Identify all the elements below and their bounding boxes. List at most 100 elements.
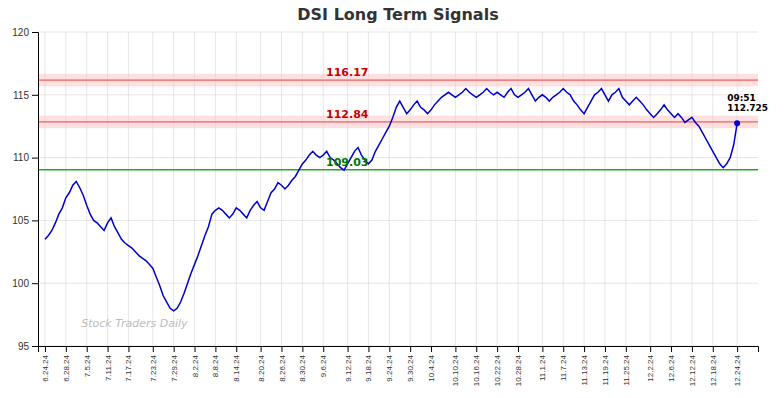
tick-mark [323,346,324,352]
tick: 9.6.24 [319,346,328,377]
end-point [734,120,740,126]
tick-label: 7.17.24 [124,354,133,381]
tick-mark [45,346,46,352]
tick: 7.5.24 [83,346,92,377]
tick-mark [32,346,38,347]
tick-mark [671,346,672,352]
level-label: 116.17 [326,66,368,79]
tick: 7.11.24 [104,346,113,381]
tick: 7.23.24 [149,346,158,382]
axis-line [32,33,39,347]
series-line [45,89,737,311]
tick-label: 10.28.24 [514,354,523,386]
tick-label: 110 [13,152,29,163]
tick-mark [692,346,693,352]
tick-label: 12.6.24 [667,354,676,381]
tick-mark [32,283,38,284]
tick: 100 [12,278,38,289]
tick-label: 11.7.24 [559,354,568,381]
tick: 10.22.24 [493,346,502,386]
tick-label: 7.29.24 [170,354,179,381]
tick-mark [108,346,109,352]
tick-label: 11.1.24 [538,354,547,381]
tick-label: 9.12.24 [344,354,353,381]
tick: 7.17.24 [124,346,133,382]
tick: 9.12.24 [344,346,353,382]
level-line [38,121,758,122]
level-label: 112.84 [326,108,369,121]
tick-mark [128,346,129,352]
tick: 8.14.24 [232,346,241,382]
tick: 95 [18,341,38,352]
title: DSI Long Term Signals [297,5,498,24]
tick-mark [195,346,196,352]
tick-mark [174,346,175,352]
tick-mark [32,220,38,221]
tick-label: 10.4.24 [427,354,436,381]
tick-label: 12.18.24 [709,354,718,386]
tick-label: 10.16.24 [472,354,481,386]
tick-mark [32,32,38,33]
labels: 116.17112.84109.0309:51112.725Stock Trad… [81,66,768,330]
tick-mark [584,346,585,352]
tick-mark [563,346,564,352]
tick: 10.10.24 [451,346,460,386]
tick: 9.24.24 [385,346,394,382]
tick: 115 [13,90,38,101]
level-line [38,169,758,171]
annotation: 09:51112.725 [727,93,768,113]
tick: 6.28.24 [62,346,71,382]
tick: 8.30.24 [298,346,307,382]
tick: 8.20.24 [257,346,266,382]
tick: 8.8.24 [211,346,220,377]
tick-mark [410,346,411,352]
tick: 10.4.24 [427,346,436,382]
level-label: 109.03 [326,156,368,169]
tick: 12.6.24 [667,346,676,382]
tick-label: 9.6.24 [319,354,328,377]
tick: 9.18.24 [364,346,373,382]
x-axis: 6.24.24 6.28.24 7.5.24 7.11.24 7.17.24 7.23.2… [39,346,759,386]
tick-label: 12.24.24 [733,354,742,386]
tick-label: 8.30.24 [298,354,307,381]
tick-label: 12.12.24 [688,354,697,386]
grid [38,32,758,346]
tick-mark [32,158,38,159]
tick-label: 120 [12,27,29,38]
tick: 12.24.24 [733,346,742,386]
tick-label: 11.13.24 [580,354,589,385]
tick-label: 8.8.24 [211,354,220,377]
tick: 8.2.24 [191,346,200,377]
tick: 12.2.24 [646,346,655,382]
tick-label: 8.2.24 [191,354,200,377]
tick-mark [626,346,627,352]
tick-mark [518,346,519,352]
band [38,74,758,87]
tick-mark [302,346,303,352]
tick-label: 11.19.24 [601,354,610,385]
tick-mark [236,346,237,352]
tick-mark [542,346,543,352]
tick: 10.28.24 [514,346,523,386]
tick: 110 [13,152,38,163]
tick-mark [153,346,154,352]
tick-mark [497,346,498,352]
tick-label: 95 [18,341,30,352]
tick-label: 10.22.24 [493,354,502,386]
tick: 8.26.24 [278,346,287,382]
tick-label: 8.20.24 [257,354,266,381]
tick-label: 6.24.24 [41,354,50,381]
tick: 10.16.24 [472,346,481,386]
tick: 7.29.24 [170,346,179,382]
tick-mark [455,346,456,352]
axis-line [39,347,759,353]
tick-label: 9.30.24 [406,354,415,381]
chart: 951001051101151206.24.246.28.247.5.247.1… [0,0,784,398]
tick: 12.18.24 [709,346,718,386]
tick-label: 7.5.24 [83,354,92,377]
tick-label: 12.2.24 [646,354,655,381]
annotation-line: 112.725 [727,103,768,113]
tick: 11.13.24 [580,346,589,386]
annotation-line: 09:51 [727,93,756,103]
y-axis: 95100105110115120 [12,27,38,352]
